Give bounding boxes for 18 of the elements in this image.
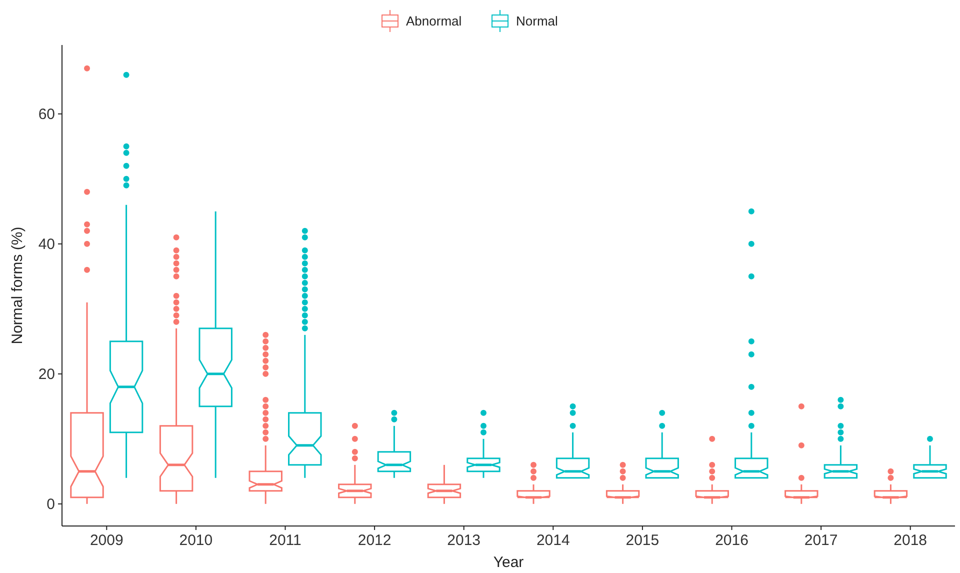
x-tick-label: 2009 (90, 532, 124, 549)
x-tick-label: 2010 (179, 532, 213, 549)
x-tick-label: 2013 (447, 532, 481, 549)
x-tick-label: 2016 (715, 532, 748, 549)
y-tick-label: 60 (38, 106, 55, 124)
y-tick-label: 20 (38, 366, 55, 384)
legend-label: Abnormal (406, 14, 462, 29)
y-tick-label: 0 (46, 496, 55, 514)
x-tick-label: 2015 (626, 532, 660, 549)
y-axis-title: Normal forms (%) (9, 226, 26, 344)
y-tick-label: 40 (38, 236, 55, 254)
x-tick-label: 2012 (358, 532, 392, 549)
x-axis-title: Year (493, 554, 524, 571)
x-tick-label: 2017 (804, 532, 838, 549)
x-tick-label: 2014 (536, 532, 570, 549)
x-tick-label: 2011 (269, 532, 302, 549)
x-tick-label: 2018 (894, 532, 928, 549)
legend-label: Normal (516, 14, 558, 29)
